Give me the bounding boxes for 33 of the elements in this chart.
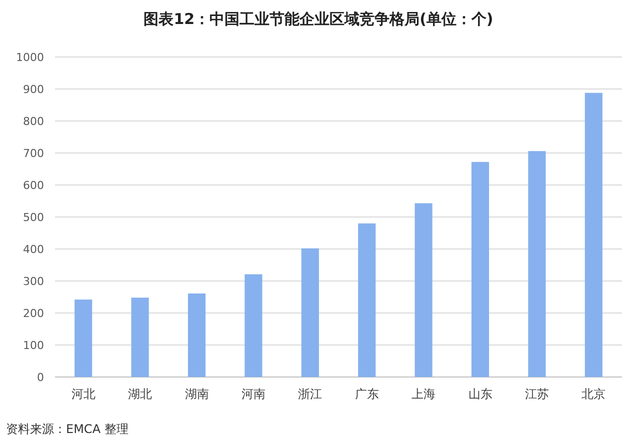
y-tick-label: 400 [23,243,44,256]
bar [358,223,376,377]
bar [414,203,432,377]
bar [301,248,319,377]
x-tick-label: 上海 [412,387,436,401]
x-tick-label: 江苏 [524,387,549,401]
y-tick-label: 100 [23,339,44,352]
chart-title: 图表12：中国工业节能企业区域竞争格局(单位：个) [144,10,494,28]
x-tick-label: 山东 [468,387,492,401]
y-tick-label: 800 [23,115,44,128]
y-tick-label: 900 [23,83,44,96]
bar [188,293,206,377]
x-tick-label: 河南 [241,387,266,401]
bar [471,162,490,377]
x-tick-label: 浙江 [298,387,322,401]
y-tick-label: 300 [23,275,44,288]
y-tick-label: 700 [23,147,44,160]
y-tick-label: 500 [23,211,44,224]
x-tick-label: 北京 [582,387,606,401]
y-tick-label: 600 [23,179,44,192]
bar [528,151,546,377]
y-tick-label: 0 [37,371,44,384]
x-tick-label: 河北 [71,387,96,401]
bar [131,298,149,377]
y-tick-label: 200 [23,307,44,320]
bar [584,92,602,377]
x-tick-label: 湖南 [184,387,209,401]
y-tick-label: 1000 [16,51,44,64]
text: 资料来源：EMCA 整理 [6,422,128,436]
x-tick-label: 广东 [354,387,379,401]
bar [74,300,92,377]
x-tick-label: 湖北 [128,387,152,401]
bar [244,274,262,377]
